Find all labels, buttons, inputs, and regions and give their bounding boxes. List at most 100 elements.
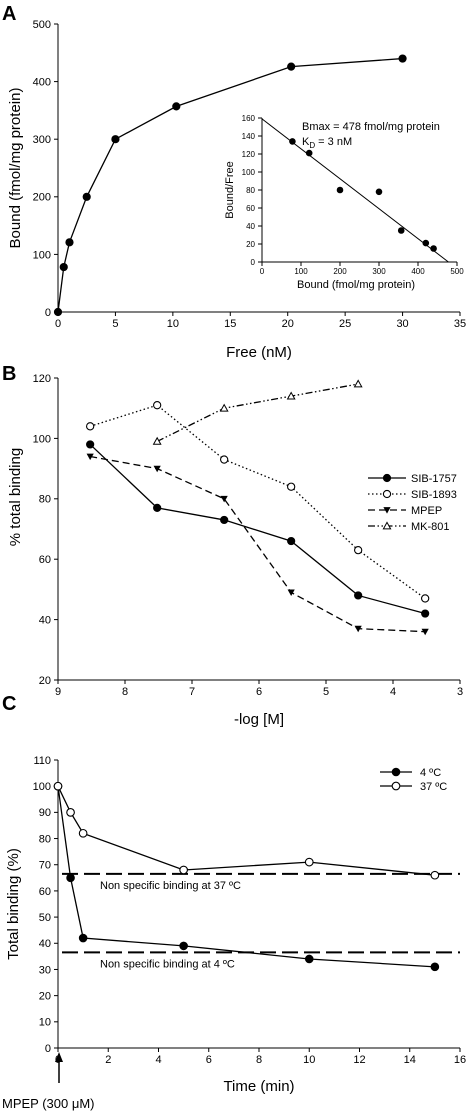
panel-c-point-1 [78, 828, 88, 838]
panel-b-line-0 [89, 443, 426, 615]
panel-b-x-tick-label: 6 [256, 686, 262, 698]
panel-b-point-0 [354, 591, 363, 600]
panel-a-x-tick-label: 0 [55, 318, 61, 330]
panel-a-y-tick-label: 0 [45, 307, 51, 319]
panel-a-x-tick-label: 5 [112, 318, 118, 330]
panel-b-y-tick-label: 120 [33, 373, 51, 385]
panel-a-series [53, 54, 407, 317]
panel-a-x-tick-label: 35 [454, 318, 466, 330]
panel-b-point-0 [220, 515, 229, 525]
panel-c-y-tick-label: 80 [39, 833, 51, 845]
panel-b-y-label: % total binding [7, 448, 24, 546]
inset-kd-value: = 3 nM [315, 136, 352, 148]
panel-c-x-tick-label: 4 [155, 1054, 161, 1066]
panel-b-point-2 [86, 453, 94, 461]
panel-b-point-1 [220, 455, 229, 464]
panel-b-line-2 [90, 455, 426, 633]
inset-x-tick-label: 400 [411, 267, 425, 276]
panel-c-letter: C [2, 693, 16, 715]
panel-b-point-1 [86, 422, 95, 431]
panel-a-curve [57, 57, 403, 313]
panel-b-line-3 [156, 383, 359, 443]
mpep-arrow-label: MPEP (300 μM) [2, 1096, 95, 1111]
panel-c-reference-label-0: Non specific binding at 37 ºC [100, 880, 241, 892]
inset-y-tick-label: 40 [246, 222, 255, 231]
inset-x-tick-label: 100 [294, 267, 308, 276]
panel-c-point-0 [179, 941, 188, 951]
panel-c-point-0 [430, 962, 440, 972]
panel-a-y-tick-label: 300 [33, 134, 51, 146]
panel-b-point-2 [153, 465, 161, 473]
panel-c-point-1 [53, 781, 63, 791]
inset-y-tick-label: 60 [246, 204, 255, 213]
panel-a-letter: A [2, 3, 16, 25]
panel-c-x-label: Time (min) [223, 1078, 294, 1095]
panel-c-legend-label-0: 4 ºC [420, 767, 441, 779]
panel-b-series [86, 379, 430, 636]
panel-c-y-tick-label: 30 [39, 964, 51, 976]
panel-b-point-1 [287, 482, 296, 491]
inset-y-tick-label: 100 [242, 168, 256, 177]
panel-c-legend: 4 ºC 37 ºC [380, 767, 447, 793]
panel-c-y-tick-label: 40 [39, 938, 51, 950]
inset-point [289, 138, 296, 145]
panel-c-x-tick-label: 10 [303, 1054, 315, 1066]
panel-b-point-2 [287, 589, 295, 597]
panel-c-point-1 [66, 808, 75, 817]
panel-c-line-1 [57, 785, 435, 876]
inset-point [422, 239, 430, 247]
panel-a-x-tick-label: 20 [282, 318, 294, 330]
inset-ticks: 0 100 200 300 400 500 0 20 40 60 80 100 120 140 160 [242, 114, 465, 276]
panel-c-ticks: 02468101214160102030405060708090100110 [33, 755, 466, 1066]
panel-a-y-tick-label: 200 [33, 192, 51, 204]
panel-b-line-1 [89, 404, 426, 599]
panel-b: 9 8 7 6 5 4 3 20 40 60 80 100 120 SIB-1757 SIB-1893 MP… [7, 373, 463, 728]
panel-c-series [53, 781, 440, 972]
panel-b-x-tick-label: 8 [122, 686, 128, 698]
inset-point [375, 188, 383, 196]
panel-b-point-3 [286, 391, 296, 400]
panel-a-x-tick-label: 10 [167, 318, 179, 330]
inset-bmax-annotation: Bmax = 478 fmol/mg protein [302, 121, 440, 133]
panel-a-point [111, 135, 120, 144]
panel-c-legend-label-1: 37 ºC [420, 781, 447, 793]
panel-b-legend-label-1: SIB-1893 [411, 489, 457, 501]
panel-b-y-tick-label: 80 [39, 494, 51, 506]
inset-y-label: Bound/Free [224, 161, 236, 218]
panel-b-point-3 [152, 436, 162, 445]
inset-y-tick-label: 0 [251, 258, 256, 267]
panel-b-point-1 [421, 594, 430, 603]
panel-c-x-tick-label: 16 [454, 1054, 466, 1066]
panel-b-point-0 [421, 609, 430, 618]
panel-b-x-tick-label: 7 [189, 686, 195, 698]
panel-a-y-tick-label: 100 [33, 249, 51, 261]
panel-c-point-0 [304, 954, 314, 964]
panel-b-x-tick-label: 4 [390, 686, 396, 698]
panel-a-point [65, 238, 74, 247]
inset-point [305, 149, 313, 157]
panel-a-point [82, 192, 91, 201]
inset-y-tick-label: 140 [242, 132, 256, 141]
panel-c-x-tick-label: 2 [105, 1054, 111, 1066]
panel-c-y-tick-label: 70 [39, 860, 51, 872]
panel-b-x-label: -log [M] [234, 711, 284, 728]
panel-b-point-3 [353, 379, 363, 388]
inset-y-tick-label: 80 [246, 186, 255, 195]
panel-b-ticks: 9 8 7 6 5 4 3 20 40 60 80 100 120 [33, 373, 463, 698]
panel-a-point [53, 307, 63, 317]
panel-b-legend: SIB-1757 SIB-1893 MPEP MK-801 [368, 473, 457, 533]
inset-y-tick-label: 160 [242, 114, 256, 123]
panel-a-point [172, 102, 181, 111]
panel-c-y-tick-label: 50 [39, 912, 51, 924]
panel-c-y-tick-label: 60 [39, 886, 51, 898]
inset-y-tick-label: 20 [246, 240, 255, 249]
panel-b-point-0 [86, 440, 95, 449]
inset-point [430, 245, 437, 252]
inset-y-tick-label: 120 [242, 150, 256, 159]
panel-a-point [287, 62, 296, 71]
panel-a-y-tick-label: 400 [33, 76, 51, 88]
inset-x-tick-label: 300 [372, 267, 386, 276]
inset-x-tick-label: 200 [333, 267, 347, 276]
